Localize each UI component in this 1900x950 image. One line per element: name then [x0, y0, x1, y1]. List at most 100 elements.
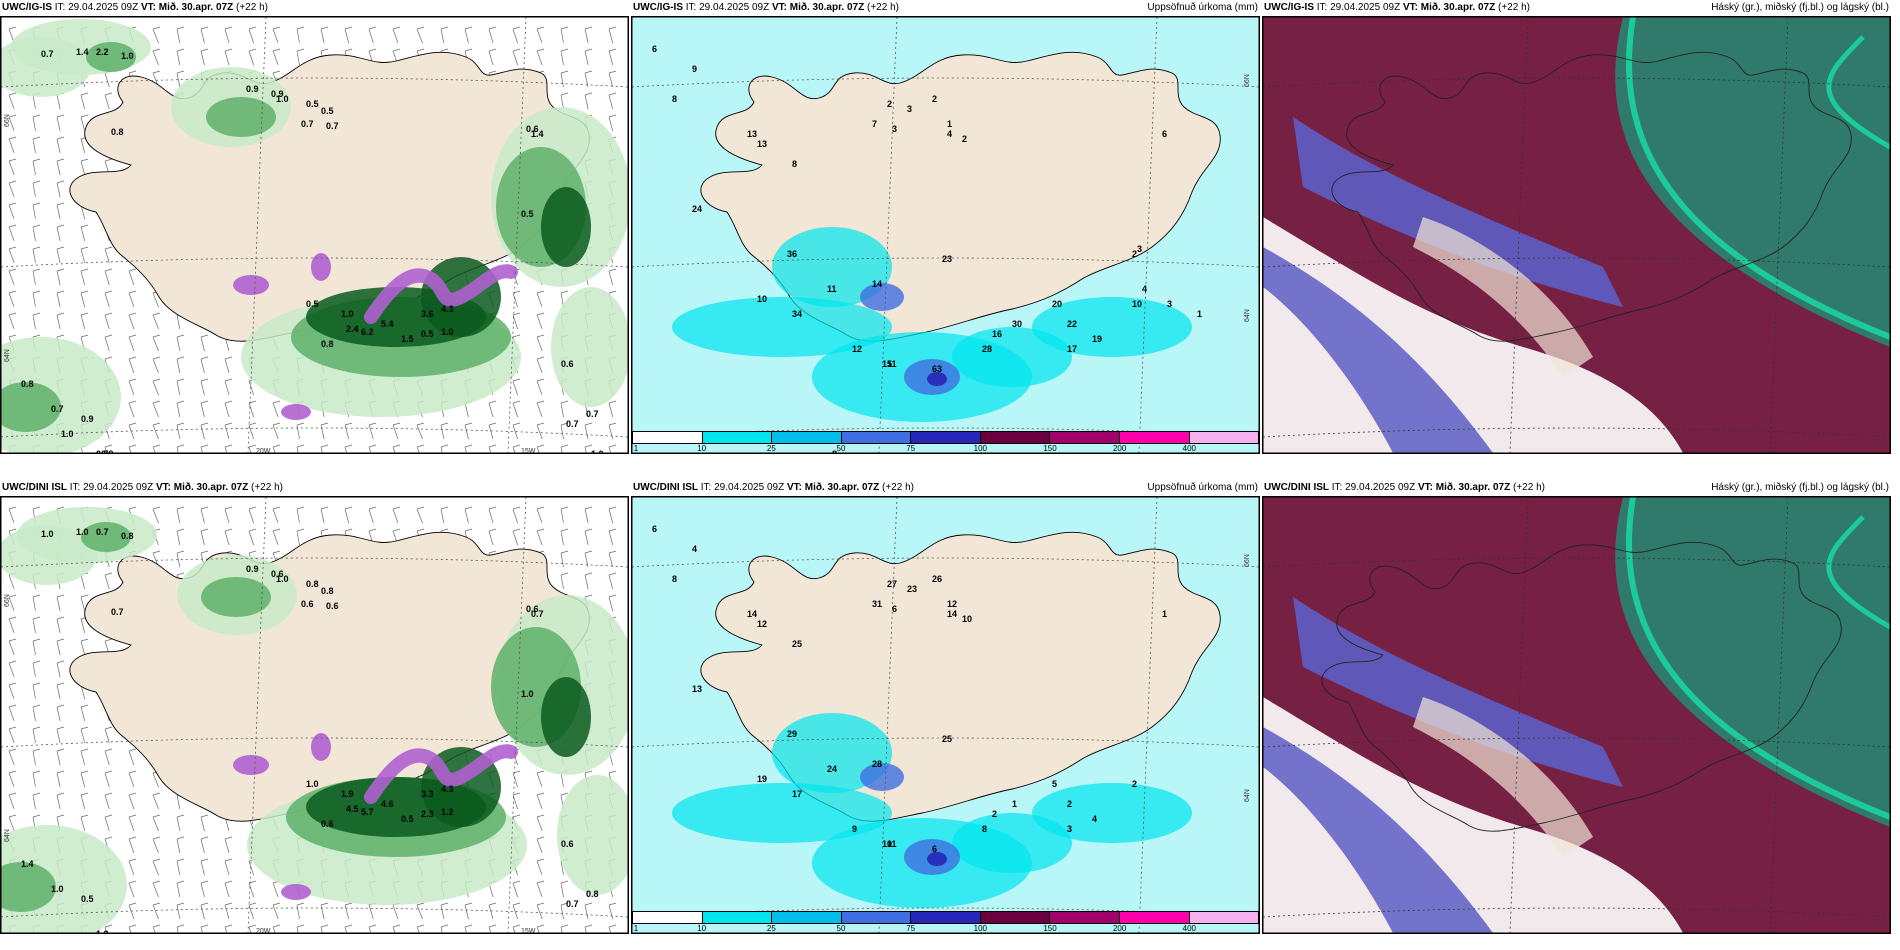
value-label: 8 [792, 159, 797, 169]
model-name: UWC/DINI ISL [1264, 482, 1329, 493]
value-label: 0.6 [301, 599, 314, 609]
colorbar-swatch [633, 432, 703, 443]
value-label: 2.2 [96, 47, 109, 57]
axis-label: 66N [1244, 74, 1251, 87]
value-labels: 1.0 1.0 0.7 0.80.60.80.60.71.00.90.80.60.71… [21, 527, 599, 933]
value-label: 16 [992, 329, 1002, 339]
value-label: 1.0 [341, 309, 354, 319]
value-label: 5 [1052, 779, 1057, 789]
map-frame [1262, 496, 1891, 934]
value-label: 3.6 [421, 309, 434, 319]
value-label: 17 [1067, 344, 1077, 354]
iceland-outline [1321, 541, 1842, 832]
value-label: 0.7 [566, 419, 579, 429]
colorbar-tick: 200 [1112, 444, 1127, 453]
value-label: 2.4 [346, 324, 359, 334]
value-label: 6.2 [361, 327, 374, 337]
colorbar-tick: 1 [633, 444, 639, 453]
value-label: 8 [672, 574, 677, 584]
cloud-map-igis: UWC/IG-IS IT: 29.04.2025 09Z VT: Mið. 30… [1262, 0, 1891, 454]
value-label: 2 [962, 134, 967, 144]
colorbar: 1 10 25 50 75 100 150 200 400 [632, 429, 1259, 453]
value-label: 12 [852, 344, 862, 354]
value-label: 0.7 [51, 404, 64, 414]
value-label: 0.9 [271, 89, 284, 99]
colorbar: 1 10 25 50 75 100 150 200 400 [632, 909, 1259, 933]
value-label: 0.8 [21, 379, 34, 389]
colorbar-tick: 75 [906, 444, 916, 453]
colorbar-swatch [1189, 912, 1259, 923]
value-label: 4.3 [441, 304, 454, 314]
value-label: 1.4 [531, 129, 544, 139]
colorbar-swatch [633, 912, 703, 923]
value-label: 12 [757, 619, 767, 629]
axis-label: 66N [4, 594, 11, 607]
model-name: UWC/DINI ISL [633, 482, 698, 493]
value-label: 8 [832, 449, 837, 453]
value-label: 24 [692, 204, 702, 214]
value-label: 13 [747, 129, 757, 139]
colorbar-tick: 50 [836, 444, 846, 453]
axis-label: 64N [4, 829, 11, 842]
value-label: 0.5 [421, 329, 434, 339]
map-frame: 0.7 1.4 2.2 1.0 0.9 0.5 0.7 0.8 1.0 0.9 0.5 0.7 1.4 0… [0, 16, 629, 454]
valid-time: Mið. 30.apr. 07Z [158, 2, 234, 13]
value-label: 11 [827, 284, 837, 294]
accum-precip-map-dini: UWC/DINI ISL IT: 29.04.2025 09Z VT: Mið.… [631, 480, 1260, 934]
axis-label: 15W [521, 928, 536, 933]
value-label: 14 [872, 279, 882, 289]
mid-cloud-region [1293, 597, 1623, 787]
value-label: 6 [652, 44, 657, 54]
value-label: 0.6 [526, 124, 539, 134]
value-label: 0.8 [306, 579, 319, 589]
model-name: UWC/IG-IS [1264, 2, 1314, 13]
value-label: 1.2 [441, 807, 454, 817]
value-label: 11 [887, 359, 897, 369]
value-label: 7 [872, 119, 877, 129]
value-label: 4 [1092, 814, 1097, 824]
value-label: 0.9 [101, 449, 114, 453]
value-label: 4.3 [441, 784, 454, 794]
colorbar-tick: 25 [766, 444, 776, 453]
value-label: 14 [747, 609, 757, 619]
valid-time: Mið. 30.apr. 07Z [173, 482, 249, 493]
axis-label: 15W [521, 448, 536, 453]
precip-shading [1, 19, 628, 453]
value-label: 17 [792, 789, 802, 799]
value-label: 1.0 [276, 574, 289, 584]
lead-time: (+22 h) [1498, 2, 1530, 13]
value-label: 3 [1137, 244, 1142, 254]
value-label: 1 [1012, 799, 1017, 809]
value-label: 0.8 [586, 889, 599, 899]
value-label: 4 [1142, 284, 1147, 294]
value-label: 4 [947, 129, 952, 139]
axis-label: 64N [4, 349, 11, 362]
value-label: 19 [757, 774, 767, 784]
accum-precip-map-igis: UWC/IG-IS IT: 29.04.2025 09Z VT: Mið. 30… [631, 0, 1260, 454]
vt-prefix: VT: [140, 2, 156, 13]
value-label: 22 [1067, 319, 1077, 329]
vt-prefix: VT: [1402, 2, 1418, 13]
value-label: 0.9 [81, 414, 94, 424]
panel-title: UWC/IG-IS IT: 29.04.2025 09Z VT: Mið. 30… [2, 0, 268, 16]
value-label: 15 [882, 359, 892, 369]
value-label: 26 [932, 574, 942, 584]
value-label: 1.2 [96, 929, 109, 933]
colorbar-tick: 75 [906, 924, 916, 933]
colorbar-swatch [980, 432, 1051, 443]
value-label: 0.8 [121, 531, 134, 541]
axis-label: 66N [4, 114, 11, 127]
model-name: UWC/IG-IS [2, 2, 52, 13]
axis-label: 20W [256, 448, 271, 453]
value-label: 9 [852, 824, 857, 834]
panel-field-label: Háský (gr.), miðský (fj.bl.) og lágský (… [1711, 2, 1889, 13]
value-label: 29 [787, 729, 797, 739]
value-label: 0.6 [526, 604, 539, 614]
value-label: 0.7 [566, 899, 579, 909]
value-label: 19 [1092, 334, 1102, 344]
accum-shading [672, 227, 1192, 422]
value-label: 0.6 [561, 359, 574, 369]
value-label: 0.6 [271, 569, 284, 579]
